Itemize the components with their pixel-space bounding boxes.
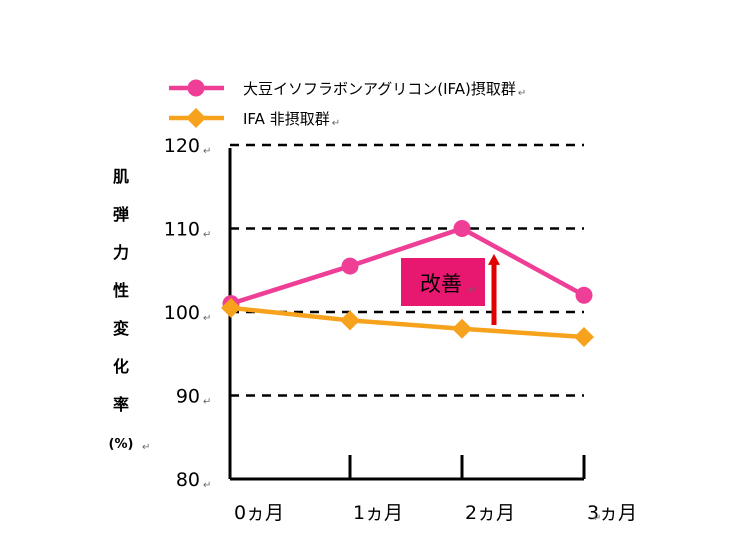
return-mark: ↵	[203, 146, 211, 157]
y-axis-label-char: 率	[113, 395, 129, 414]
legend-marker	[186, 108, 206, 128]
data-point	[341, 257, 359, 275]
x-tick-label: 3ヵ月	[587, 502, 637, 524]
return-mark: ↵	[142, 442, 150, 453]
annotation-box	[401, 258, 485, 306]
return-mark: ↵	[203, 480, 211, 491]
data-point	[221, 297, 241, 318]
y-axis-label-char: (%)	[109, 437, 134, 452]
legend-marker	[187, 79, 205, 97]
grid-lines	[230, 143, 584, 397]
data-point	[574, 327, 594, 348]
x-tick-labels: 0ヵ月 1ヵ月 2ヵ月 3ヵ月↵	[234, 502, 637, 524]
return-mark: ↵	[203, 397, 211, 408]
data-point	[575, 286, 593, 304]
return-mark: ↵	[203, 313, 211, 324]
data-point	[452, 318, 472, 339]
y-axis-label-char: 変	[113, 319, 129, 338]
improvement-annotation: 改善 ↵	[401, 253, 500, 325]
series-line	[230, 226, 586, 306]
y-axis-label-char: 化	[113, 357, 129, 376]
y-axis-label-char: 性	[113, 281, 129, 300]
data-point	[340, 310, 360, 331]
data-point	[453, 220, 471, 237]
series-line	[230, 305, 585, 340]
x-tick-marks	[348, 455, 586, 479]
legend: 大豆イソフラボンアグリコン(IFA)摂取群 ↵IFA 非摂取群 ↵	[169, 79, 526, 129]
return-mark: ↵	[332, 118, 340, 129]
x-tick-label: 0ヵ月	[234, 502, 284, 524]
y-tick-label: 90	[176, 386, 200, 408]
y-tick-label: 120	[164, 135, 200, 157]
return-mark: ↵	[203, 230, 211, 241]
y-tick-label: 110	[164, 219, 200, 241]
y-tick-labels: 80 ↵90 ↵100 ↵110 ↵120 ↵	[164, 135, 212, 491]
return-mark: ↵	[468, 285, 476, 296]
y-tick-label: 80	[176, 469, 200, 491]
return-mark: ↵	[518, 88, 526, 99]
y-axis-label-char: 肌	[113, 167, 129, 186]
annotation-arrow-head	[488, 253, 500, 265]
x-tick-label: 2ヵ月	[465, 502, 515, 524]
y-axis-label-char: 弾	[113, 205, 129, 224]
y-tick-label: 100	[164, 302, 200, 324]
y-axis-label-char: 力	[113, 243, 129, 262]
legend-label: IFA 非摂取群	[243, 110, 330, 128]
return-mark: ↵	[593, 513, 601, 524]
x-tick-label: 1ヵ月	[353, 502, 403, 524]
annotation-label: 改善	[420, 272, 462, 296]
series-group	[221, 220, 594, 348]
legend-label: 大豆イソフラボンアグリコン(IFA)摂取群	[243, 80, 516, 98]
